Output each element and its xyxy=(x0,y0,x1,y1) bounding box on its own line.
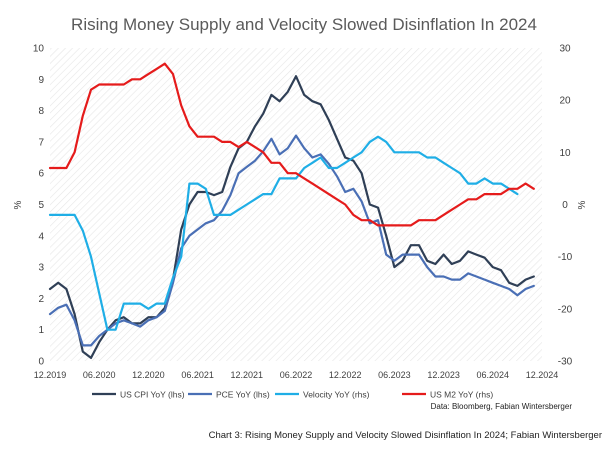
x-tick-label: 06.2020 xyxy=(83,370,116,380)
left-tick-label: 4 xyxy=(38,231,44,242)
plot-background xyxy=(50,48,542,361)
legend-item: PCE YoY (lhs) xyxy=(188,390,270,400)
caption: Chart 3: Rising Money Supply and Velocit… xyxy=(208,430,602,441)
right-tick-label: 10 xyxy=(559,148,571,159)
x-tick-label: 12.2022 xyxy=(329,370,362,380)
x-tick-label: 12.2019 xyxy=(34,370,67,380)
right-tick-label: -20 xyxy=(558,304,573,315)
series-lines xyxy=(48,62,535,359)
legend-label: US CPI YoY (lhs) xyxy=(120,390,185,400)
x-tick-label: 12.2020 xyxy=(132,370,165,380)
left-tick-label: 5 xyxy=(38,200,44,211)
chart-title: Rising Money Supply and Velocity Slowed … xyxy=(71,15,537,34)
x-tick-label: 06.2023 xyxy=(378,370,411,380)
x-tick-label: 06.2022 xyxy=(280,370,313,380)
legend-item: US M2 YoY (rhs) xyxy=(402,390,493,400)
x-axis: 12.2019 06.2020 12.2020 06.2021 12.2021 06.20… xyxy=(34,370,559,380)
right-tick-label: 0 xyxy=(562,200,568,211)
x-tick-label: 12.2023 xyxy=(427,370,460,380)
left-tick-label: 2 xyxy=(38,294,44,305)
legend-item: US CPI YoY (lhs) xyxy=(92,390,185,400)
legend-item: Velocity YoY (rhs) xyxy=(275,390,370,400)
right-tick-label: 30 xyxy=(559,44,571,55)
right-tick-label: -10 xyxy=(558,252,573,263)
left-tick-label: 7 xyxy=(38,137,44,148)
legend-label: US M2 YoY (rhs) xyxy=(430,390,493,400)
left-tick-label: 6 xyxy=(38,169,44,180)
legend: US CPI YoY (lhs) PCE YoY (lhs) Velocity Yo… xyxy=(92,390,493,400)
right-axis-label: % xyxy=(577,200,588,209)
x-tick-label: 12.2024 xyxy=(526,370,559,380)
right-axis: -30 -20 -10 0 10 20 30 xyxy=(558,44,573,368)
left-tick-label: 8 xyxy=(38,106,44,117)
x-tick-label: 06.2021 xyxy=(181,370,214,380)
left-axis: 0 1 2 3 4 5 6 7 8 9 10 xyxy=(33,44,45,368)
x-tick-label: 06.2024 xyxy=(477,370,510,380)
legend-label: Velocity YoY (rhs) xyxy=(303,390,370,400)
left-tick-label: 9 xyxy=(38,75,44,86)
left-tick-label: 1 xyxy=(38,325,44,336)
right-tick-label: 20 xyxy=(559,96,571,107)
left-tick-label: 0 xyxy=(38,357,44,368)
left-axis-label: % xyxy=(13,200,24,209)
legend-label: PCE YoY (lhs) xyxy=(216,390,270,400)
series-line-4 xyxy=(48,62,535,227)
source-note: Data: Bloomberg, Fabian Wintersberger xyxy=(431,402,573,411)
x-tick-label: 12.2021 xyxy=(231,370,264,380)
series-line-3 xyxy=(48,135,519,331)
left-tick-label: 3 xyxy=(38,263,44,274)
series-line-2 xyxy=(48,134,535,347)
left-tick-label: 10 xyxy=(33,44,45,55)
right-tick-label: -30 xyxy=(558,357,573,368)
